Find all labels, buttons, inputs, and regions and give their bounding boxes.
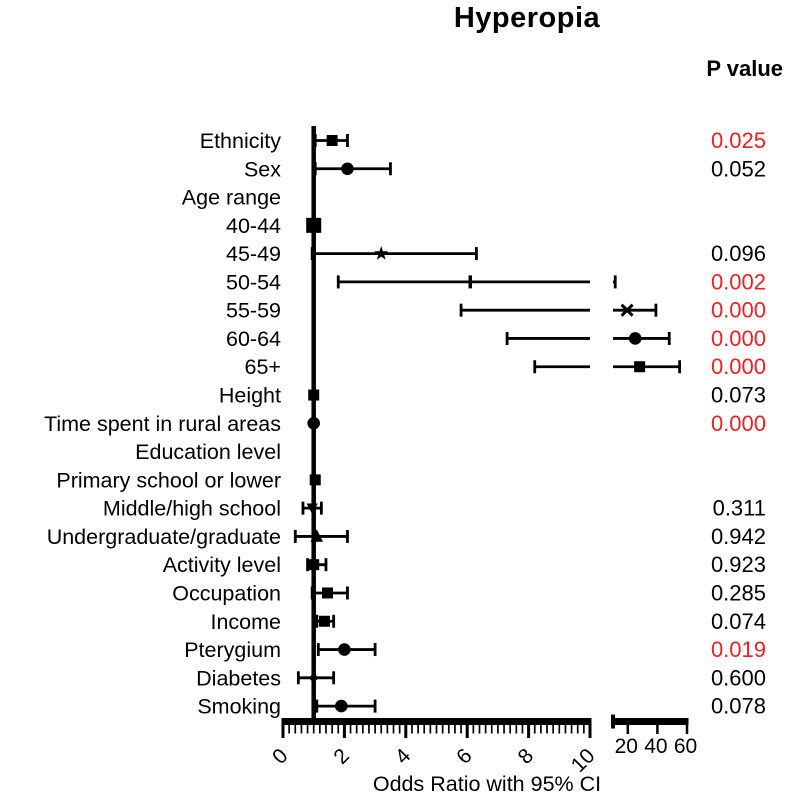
p-value-column-header: P value <box>706 56 783 81</box>
row-label: Age range <box>182 186 281 210</box>
p-value: 0.311 <box>713 496 766 521</box>
x-axis-tick-label: 4 <box>391 744 416 769</box>
square-marker <box>308 389 320 401</box>
star-marker <box>374 246 389 260</box>
row-label: Sex <box>244 157 281 181</box>
row-label: Pterygium <box>184 638 281 662</box>
row-label: Activity level <box>163 553 281 577</box>
circle-marker <box>307 417 321 430</box>
row-label: Occupation <box>172 581 281 605</box>
row-label: Income <box>210 610 281 634</box>
row-label: Middle/high school <box>103 497 281 521</box>
p-value: 0.000 <box>711 354 766 379</box>
square-marker <box>318 615 330 627</box>
square-marker <box>322 587 334 599</box>
p-value: 0.000 <box>711 326 766 351</box>
x-axis-tick-label: 0 <box>268 744 293 769</box>
square-marker <box>308 559 320 571</box>
x-axis-tick-label: 8 <box>514 744 539 769</box>
square-marker <box>309 474 321 486</box>
row-label: Height <box>219 384 281 408</box>
row-label: Diabetes <box>196 666 281 690</box>
x-axis-tick-label: 20 <box>615 735 638 758</box>
p-value: 0.078 <box>711 694 766 719</box>
row-label: 45-49 <box>226 242 281 266</box>
square-marker <box>634 361 646 373</box>
x-axis-tick-label: 60 <box>674 735 697 758</box>
p-value: 0.073 <box>711 383 766 408</box>
p-value: 0.025 <box>711 128 766 153</box>
p-value: 0.942 <box>711 524 766 549</box>
circle-marker <box>338 643 351 656</box>
circle-marker <box>341 162 354 176</box>
p-value: 0.074 <box>711 609 766 634</box>
p-value: 0.096 <box>711 241 766 266</box>
row-label: Smoking <box>197 695 281 719</box>
x-axis-title: Odds Ratio with 95% CI <box>372 772 602 796</box>
x-axis-tick-label: 6 <box>452 744 477 769</box>
square-large-marker <box>306 217 322 233</box>
p-value: 0.285 <box>711 580 766 605</box>
row-label: Education level <box>135 440 281 464</box>
square-marker <box>326 135 338 146</box>
p-value: 0.000 <box>711 411 766 436</box>
row-label: 40-44 <box>226 214 281 238</box>
row-label: 55-59 <box>226 299 281 323</box>
row-label: 60-64 <box>226 327 281 351</box>
triangle-down-marker <box>306 503 318 515</box>
row-label: 65+ <box>245 355 281 379</box>
p-value: 0.019 <box>711 637 766 662</box>
p-value: 0.002 <box>711 269 766 294</box>
triangle-up-marker <box>310 529 324 542</box>
row-label: Undergraduate/graduate <box>47 525 281 549</box>
row-label: Ethnicity <box>200 129 282 153</box>
row-label: Primary school or lower <box>56 468 281 492</box>
diamond-marker <box>308 672 319 683</box>
x-axis-tick-label: 40 <box>644 735 667 758</box>
x-axis-tick-label: 2 <box>329 744 354 769</box>
p-value: 0.600 <box>711 665 766 690</box>
cross-marker <box>620 303 634 317</box>
p-value: 0.923 <box>711 552 766 577</box>
row-label: Time spent in rural areas <box>44 412 281 436</box>
row-label: 50-54 <box>226 270 281 294</box>
p-value: 0.052 <box>711 156 766 181</box>
p-value: 0.000 <box>711 298 766 323</box>
circle-marker <box>335 699 348 713</box>
chart-title: Hyperopia <box>453 2 601 34</box>
circle-marker <box>628 332 642 345</box>
